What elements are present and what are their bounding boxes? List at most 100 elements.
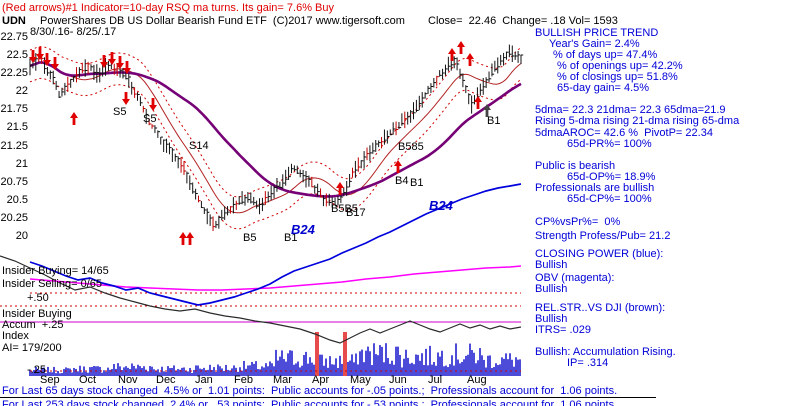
analysis-line: 65-day gain= 4.5% bbox=[557, 82, 650, 94]
down-arrow-icon bbox=[29, 50, 37, 63]
up-arrow-icon bbox=[448, 48, 456, 61]
analysis-line: 65d-OP%= 18.9% bbox=[567, 171, 656, 183]
signal-label-b585: B585 bbox=[398, 141, 424, 153]
month-label: Jan bbox=[195, 374, 213, 386]
date-range: 8/30/.16- 8/25/.17 bbox=[30, 26, 117, 38]
down-arrow-icon bbox=[108, 52, 116, 65]
month-label: Sep bbox=[40, 374, 60, 386]
month-label: Dec bbox=[156, 374, 176, 386]
analysis-line: Professionals are bullish bbox=[535, 182, 655, 194]
left-scale-label: Insider Buying= 14/65 bbox=[2, 265, 109, 277]
analysis-line: Bullish: Accumulation Rising. bbox=[535, 346, 676, 358]
month-label: Mar bbox=[273, 374, 292, 386]
down-arrow-icon bbox=[100, 55, 108, 68]
signal-arrows bbox=[29, 41, 491, 245]
reference-lines bbox=[0, 292, 521, 372]
up-arrow-icon bbox=[186, 232, 194, 245]
down-arrow-icon bbox=[149, 98, 157, 111]
analysis-line: Rising 5-dma rising 21-dma rising 65-dma bbox=[535, 115, 740, 127]
signal-label-b4: B4 bbox=[395, 175, 409, 187]
analysis-line: Bullish bbox=[535, 259, 568, 271]
footer-divider bbox=[0, 397, 656, 398]
analysis-line: % of openings up= 42.2% bbox=[557, 60, 683, 72]
rel-str-line bbox=[0, 255, 522, 344]
down-arrow-icon bbox=[122, 92, 130, 105]
down-arrow-icon bbox=[36, 47, 44, 60]
price-tick-label: 21.5 bbox=[6, 121, 28, 133]
analysis-line: % of closings up= 51.8% bbox=[557, 71, 678, 83]
price-tick-label: 22.5 bbox=[6, 49, 28, 61]
up-arrow-icon bbox=[483, 104, 491, 117]
signal-label-s14: S14 bbox=[189, 140, 209, 152]
price-tick-label: 21.25 bbox=[0, 140, 28, 152]
analysis-line: IP= .314 bbox=[567, 357, 609, 369]
signal-label-b17: B17 bbox=[346, 207, 366, 219]
signal-label-b1: B1 bbox=[410, 177, 424, 189]
analysis-line: Bullish bbox=[535, 283, 568, 295]
price-tick-label: 20.5 bbox=[6, 194, 28, 206]
ma21-line bbox=[29, 62, 522, 214]
month-label: Apr bbox=[312, 374, 330, 386]
analysis-line: REL.STR..VS DJI (brown): bbox=[535, 302, 666, 314]
footer-line-2: For Last 253 days stock changed 2.4% or … bbox=[2, 399, 618, 406]
left-scale-label: -.25 bbox=[27, 364, 46, 376]
closing-power-line bbox=[29, 183, 522, 306]
candlestick-series bbox=[29, 44, 524, 231]
ma65-line bbox=[29, 61, 522, 198]
volume-bars bbox=[29, 332, 521, 376]
signal-label-b1: B1 bbox=[284, 232, 298, 244]
analysis-line: OBV (magenta): bbox=[535, 272, 615, 284]
up-arrow-icon bbox=[394, 160, 402, 173]
left-scale-label: Insider Selling= 0/65 bbox=[2, 278, 102, 290]
analysis-line: % of days up= 47.4% bbox=[553, 49, 658, 61]
analysis-line: Year's Gain= 2.4% bbox=[549, 38, 640, 50]
month-label: Feb bbox=[234, 374, 253, 386]
price-tick-label: 20.25 bbox=[0, 212, 28, 224]
ma21-upper-band bbox=[29, 46, 522, 198]
month-label: Jun bbox=[389, 374, 407, 386]
left-scale-label: Index bbox=[2, 330, 29, 342]
up-arrow-icon bbox=[466, 53, 474, 66]
up-arrow-icon bbox=[336, 182, 344, 195]
price-tick-label: 20.75 bbox=[0, 176, 28, 188]
ticker-symbol: UDN bbox=[2, 15, 26, 27]
ma21-lower-band bbox=[29, 77, 522, 230]
down-arrow-icon bbox=[123, 61, 131, 74]
indicator-signal-line: (Red arrows)#1 Indicator=10-day RSQ ma t… bbox=[2, 2, 334, 14]
month-label: Jul bbox=[428, 374, 443, 386]
price-tick-label: 22.75 bbox=[0, 31, 28, 43]
left-scale-label: +.50 bbox=[27, 292, 49, 304]
fund-title: PowerShares DB US Dollar Bearish Fund ET… bbox=[40, 15, 405, 27]
left-scale-label: AI= 179/200 bbox=[2, 342, 62, 354]
analysis-line: 65d-PR%= 100% bbox=[567, 138, 652, 150]
footer-line-1: For Last 65 days stock changed 4.5% or 1… bbox=[2, 385, 618, 397]
price-tick-label: 21 bbox=[15, 158, 28, 170]
down-arrow-icon bbox=[43, 53, 51, 66]
price-tick-label: 22 bbox=[15, 85, 28, 97]
analysis-line: ITRS= .029 bbox=[535, 324, 591, 336]
up-arrow-icon bbox=[457, 41, 465, 54]
left-scale-label: Insider Buying bbox=[2, 308, 72, 320]
month-label: Aug bbox=[467, 374, 487, 386]
down-arrow-icon bbox=[51, 57, 59, 70]
left-scale-label: Accum +.25 bbox=[2, 319, 64, 331]
signal-label-b5: B5 bbox=[243, 232, 257, 244]
analysis-line: 5dma= 22.3 21dma= 22.3 65dma=21.9 bbox=[535, 104, 726, 116]
analysis-line: CLOSING POWER (blue): bbox=[535, 248, 664, 260]
down-arrow-icon bbox=[116, 56, 124, 69]
quote-summary: Close= 22.46 Change= .18 Vol= 1593 bbox=[428, 15, 618, 27]
signal-label-b24: B24 bbox=[291, 222, 315, 237]
up-arrow-icon bbox=[179, 232, 187, 245]
signal-label-b1: B1 bbox=[487, 115, 501, 127]
price-tick-label: 21.75 bbox=[0, 103, 28, 115]
analysis-line: Strength Profess/Pub= 21.2 bbox=[535, 230, 671, 242]
analysis-line: BULLISH PRICE TREND bbox=[535, 27, 659, 39]
analysis-line: 5dmaAROC= 42.6 % PivotP= 22.34 bbox=[535, 127, 713, 139]
analysis-line: Bullish bbox=[535, 313, 568, 325]
analysis-line: 65d-CP%= 100% bbox=[567, 193, 652, 205]
up-arrow-icon bbox=[474, 96, 482, 109]
signal-label-s5: S5 bbox=[143, 113, 157, 125]
month-label: May bbox=[350, 374, 371, 386]
